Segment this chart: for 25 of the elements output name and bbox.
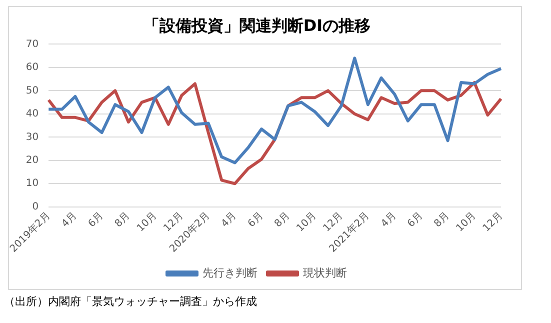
x-tick-label: 12月 xyxy=(481,210,505,234)
x-tick-label: 8月 xyxy=(272,210,292,230)
legend-label: 先行き判断 xyxy=(202,266,258,280)
x-tick-label: 10月 xyxy=(135,210,160,234)
y-tick-label: 60 xyxy=(26,62,39,74)
y-tick-label: 0 xyxy=(32,201,39,212)
x-tick-label: 4月 xyxy=(379,210,399,230)
x-tick-label: 6月 xyxy=(406,210,426,230)
x-tick-label: 10月 xyxy=(454,210,478,234)
x-tick-label: 10月 xyxy=(294,210,319,234)
text: （出所）内閣府「景気ウォッチャー調査」から作成 xyxy=(4,294,257,309)
x-tick-label: 4月 xyxy=(60,210,80,230)
y-tick-label: 40 xyxy=(26,108,39,120)
legend-label: 現状判断 xyxy=(303,266,347,280)
y-tick-label: 50 xyxy=(26,85,39,96)
y-tick-label: 20 xyxy=(26,154,39,166)
y-tick-label: 70 xyxy=(26,38,39,50)
x-tick-label: 8月 xyxy=(113,210,132,230)
x-tick-label: 6月 xyxy=(86,210,106,230)
x-tick-label: 6月 xyxy=(246,210,266,230)
y-tick-label: 10 xyxy=(26,178,39,190)
y-tick-label: 30 xyxy=(26,132,39,143)
x-tick-label: 4月 xyxy=(220,210,239,230)
x-tick-label: 8月 xyxy=(432,210,452,230)
chart-title: 「設備投資」関連判断DIの推移 xyxy=(143,16,371,35)
